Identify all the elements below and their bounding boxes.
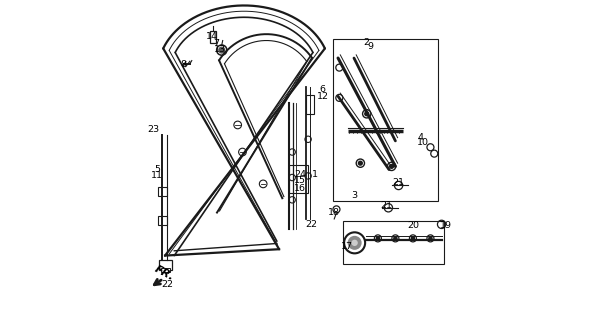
Text: 1: 1 bbox=[312, 170, 318, 179]
Circle shape bbox=[411, 237, 415, 240]
Bar bbox=[288, 165, 308, 194]
Bar bbox=[344, 220, 444, 264]
Circle shape bbox=[351, 240, 358, 246]
Bar bbox=[305, 95, 315, 114]
Circle shape bbox=[394, 237, 397, 240]
Text: FR.: FR. bbox=[153, 264, 176, 283]
Circle shape bbox=[390, 164, 393, 168]
Text: 22: 22 bbox=[305, 220, 317, 229]
Text: 24: 24 bbox=[295, 170, 307, 179]
Text: 9: 9 bbox=[367, 42, 373, 52]
Text: 11: 11 bbox=[152, 171, 164, 180]
Circle shape bbox=[358, 161, 362, 165]
Text: 21: 21 bbox=[381, 201, 393, 210]
Text: 4: 4 bbox=[418, 133, 424, 142]
Text: 18: 18 bbox=[328, 208, 340, 217]
Bar bbox=[158, 216, 167, 225]
Text: 22: 22 bbox=[162, 280, 173, 289]
Text: 17: 17 bbox=[341, 242, 353, 251]
Text: 23: 23 bbox=[147, 125, 159, 134]
Bar bbox=[158, 188, 167, 196]
Text: 15: 15 bbox=[294, 176, 306, 185]
Text: 7: 7 bbox=[213, 39, 219, 48]
Text: 3: 3 bbox=[351, 190, 357, 200]
Text: 2: 2 bbox=[364, 38, 370, 47]
Circle shape bbox=[365, 112, 368, 116]
Text: 8: 8 bbox=[181, 60, 187, 69]
Text: 13: 13 bbox=[214, 45, 226, 54]
Bar bbox=[210, 31, 216, 43]
Text: 16: 16 bbox=[294, 184, 306, 193]
Text: 14: 14 bbox=[206, 32, 218, 41]
Text: 20: 20 bbox=[407, 221, 419, 230]
Circle shape bbox=[376, 237, 379, 240]
Text: 19: 19 bbox=[440, 221, 451, 230]
Bar bbox=[161, 268, 170, 272]
Text: 21: 21 bbox=[392, 178, 404, 187]
Circle shape bbox=[429, 237, 432, 240]
Text: 6: 6 bbox=[319, 85, 325, 94]
Circle shape bbox=[219, 47, 225, 53]
Text: 12: 12 bbox=[317, 92, 328, 101]
Bar bbox=[333, 39, 438, 201]
Circle shape bbox=[348, 236, 362, 250]
Text: 5: 5 bbox=[155, 165, 161, 174]
Bar bbox=[159, 260, 171, 270]
Text: 10: 10 bbox=[416, 138, 428, 147]
